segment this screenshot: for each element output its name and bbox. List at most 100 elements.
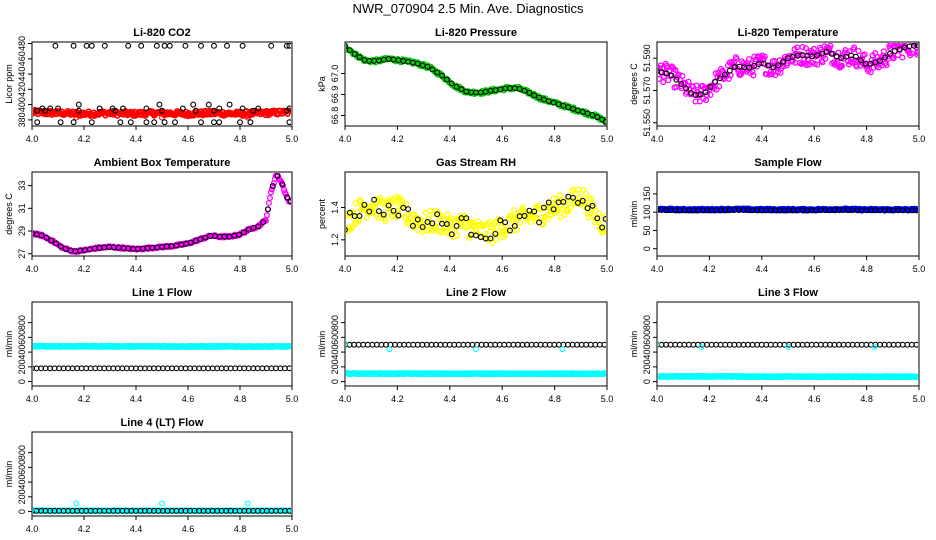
x-tick-label: 4.2 (703, 394, 716, 404)
data-point (560, 198, 567, 205)
data-point (433, 219, 441, 226)
y-axis-label: percent (317, 198, 327, 229)
x-tick-label: 5.0 (601, 264, 614, 274)
data-point (871, 343, 878, 350)
data-point (211, 119, 217, 125)
data-point (361, 201, 368, 208)
y-tick-label: 150 (642, 186, 652, 201)
data-point (47, 105, 54, 112)
data-point (492, 230, 499, 237)
y-tick-label: 600 (17, 330, 27, 345)
data-point (389, 213, 396, 220)
data-point (882, 54, 888, 61)
data-point (892, 43, 899, 45)
plot-frame (656, 41, 920, 127)
data-point (75, 101, 82, 108)
data-point (601, 213, 606, 220)
plot-frame (31, 41, 293, 127)
y-tick-label: 51.570 (642, 77, 652, 105)
y-tick-label: 400 (17, 345, 27, 360)
data-point (101, 43, 108, 49)
x-tick-label: 4.6 (182, 394, 195, 404)
data-point (250, 107, 256, 114)
x-tick-label: 4.6 (496, 264, 509, 274)
x-tick-label: 5.0 (601, 394, 614, 404)
data-point (454, 232, 461, 239)
data-point (161, 119, 168, 125)
data-point (351, 51, 358, 57)
data-point (658, 341, 660, 347)
data-point (703, 92, 710, 99)
data-point (596, 210, 603, 217)
data-point (689, 83, 696, 90)
chart-title: Gas Stream RH (436, 157, 516, 169)
y-tick-label: 800 (330, 315, 340, 330)
y-tick-label: 400 (642, 345, 652, 360)
data-point (883, 62, 890, 69)
data-point (75, 107, 82, 114)
data-point (867, 69, 874, 76)
data-point (429, 66, 436, 73)
data-point (88, 43, 95, 49)
series-black (346, 341, 606, 348)
data-point (540, 204, 547, 211)
data-point (559, 346, 566, 353)
y-tick-label: 0 (642, 379, 652, 384)
chart-title: Li-820 Pressure (435, 27, 517, 39)
data-point (33, 506, 35, 513)
data-point (546, 201, 553, 208)
data-point (182, 43, 189, 49)
data-point (380, 211, 387, 218)
chart-temperature: Li-820 Temperature 4.0 4.2 4.4 4.6 4.8 5.0 51.5… (629, 27, 925, 144)
chart-line3: Line 3 Flow 4.0 4.2 4.4 4.6 4.8 5.0 0 2004006008… (629, 287, 925, 404)
data-point (683, 85, 690, 92)
data-point (914, 51, 918, 58)
data-point (429, 220, 436, 227)
data-point (409, 222, 416, 229)
y-tick-label: 400 (17, 475, 27, 490)
data-point (274, 173, 281, 179)
data-point (405, 206, 412, 213)
chart-title: Line 1 Flow (132, 287, 192, 299)
y-tick-label: 27 (17, 249, 27, 259)
y-tick-label: 440 (17, 67, 27, 82)
data-point (855, 47, 862, 55)
data-point (531, 208, 538, 215)
data-point (802, 45, 810, 52)
x-tick-label: 4.0 (26, 264, 39, 274)
data-point (263, 212, 270, 219)
data-point (780, 58, 787, 65)
y-tick-label: 800 (17, 315, 27, 330)
data-point (43, 234, 50, 241)
data-point (159, 114, 165, 121)
y-tick-label: 0 (330, 379, 340, 384)
x-tick-label: 4.2 (78, 524, 91, 534)
x-tick-label: 4.2 (78, 134, 91, 144)
data-point (481, 221, 488, 228)
x-tick-label: 4.2 (703, 134, 716, 144)
data-point (443, 221, 450, 228)
data-point (52, 43, 59, 49)
data-point (908, 50, 916, 57)
data-point (117, 119, 124, 125)
data-point (914, 43, 918, 49)
data-point (601, 370, 606, 377)
page-title: NWR_070904 2.5 Min. Ave. Diagnostics (352, 1, 584, 16)
data-point (761, 53, 768, 60)
series-cyan-outliers (658, 341, 878, 350)
data-point (198, 119, 204, 125)
data-point (286, 365, 291, 372)
data-point (696, 98, 703, 105)
data-point (511, 223, 518, 229)
data-point (673, 76, 680, 83)
data-point (811, 60, 818, 67)
chart-line1: Line 1 Flow 4.0 4.2 4.4 4.6 4.8 5.0 0 2004006008… (4, 287, 298, 404)
data-point (245, 226, 252, 233)
data-point (443, 76, 450, 83)
x-tick-label: 4.4 (130, 264, 143, 274)
x-tick-label: 4.8 (548, 394, 561, 404)
data-point (265, 199, 272, 207)
data-point (904, 36, 909, 41)
data-point (561, 211, 568, 218)
y-axis-label: degrees C (4, 193, 14, 235)
